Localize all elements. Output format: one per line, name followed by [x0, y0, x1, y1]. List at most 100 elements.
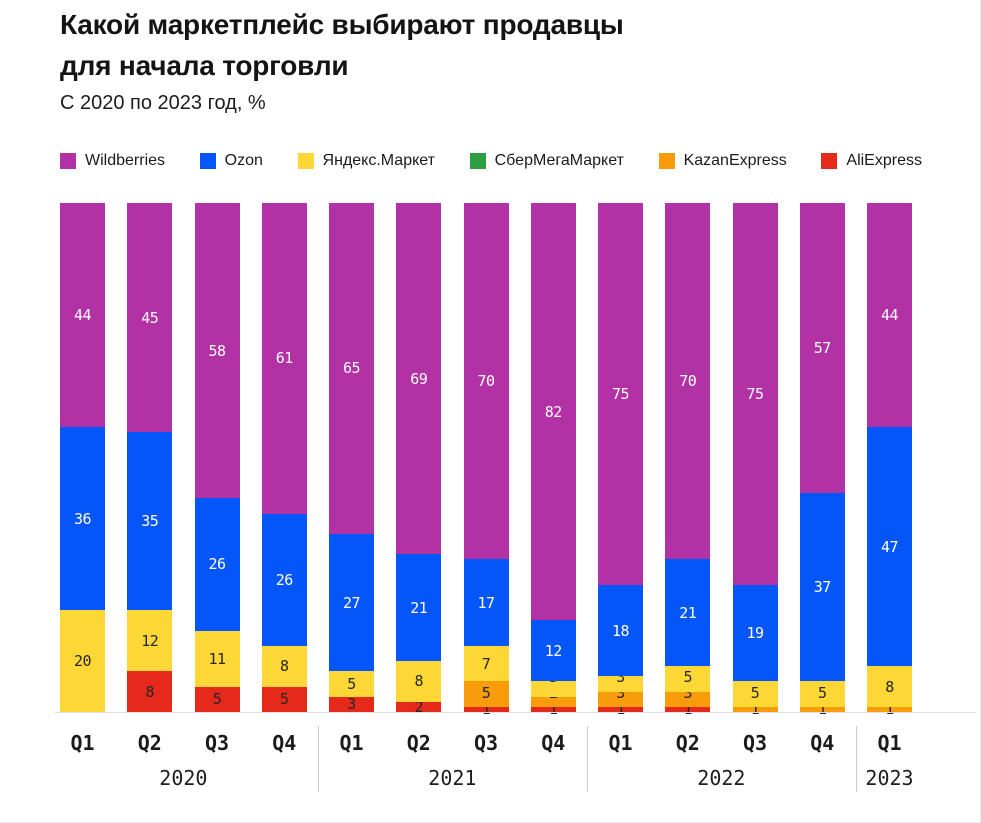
bar-segment-Ozon	[127, 432, 173, 611]
bar-segment-Яндекс.Маркет	[60, 610, 105, 712]
bar-segment-Яндекс.Маркет	[598, 676, 643, 692]
bar-Q4-3: 5 8 26 61	[261, 203, 307, 712]
bar-Q2-5: 2 8 21 69	[396, 203, 442, 716]
bar-segment-Ozon	[665, 559, 711, 667]
bar-segment-AliExpress	[194, 686, 240, 712]
bar-segment-Wildberries	[329, 203, 374, 534]
bar-segment-Яндекс.Маркет	[530, 681, 576, 697]
bar-segment-Ozon	[329, 533, 374, 672]
bar-Q4-7: 1231282	[530, 203, 576, 718]
bar-segment-Ozon	[60, 426, 105, 611]
bar-segment-Яндекс.Маркет	[329, 671, 374, 697]
bar-segment-Wildberries	[60, 203, 105, 427]
bar-segment-Wildberries	[463, 203, 509, 560]
legend-swatch-icon	[297, 153, 314, 169]
bar-segment-AliExpress	[598, 706, 643, 712]
legend-item: KazanExpress	[658, 152, 787, 170]
legend-label: KazanExpress	[683, 152, 787, 169]
bar-Q1-12: 1 8 47 44	[867, 203, 912, 718]
axis-year-label: 2021	[428, 766, 477, 790]
bar-segment-AliExpress	[530, 706, 576, 712]
bars-container: 20 36 44 8 12 35 45 5 11 26 58 5 8 26 61 3 5 27 65 2 8 21 69 1 5…	[60, 203, 912, 718]
legend-swatch-icon	[658, 153, 675, 169]
bar-segment-AliExpress	[329, 696, 374, 712]
legend: Wildberries Ozon Яндекс.Маркет СберМегаМарк…	[60, 152, 922, 170]
bar-Q3-6: 1 5 7 17 70	[463, 203, 509, 718]
legend-swatch-icon	[821, 153, 838, 169]
bar-segment-Wildberries	[665, 203, 711, 560]
legend-item: Ozon	[199, 152, 263, 170]
year-group-divider	[586, 726, 588, 792]
bar-segment-Яндекс.Маркет	[194, 630, 240, 687]
legend-swatch-icon	[60, 153, 76, 169]
bar-segment-Ozon	[799, 493, 845, 682]
legend-item: СберМегаМаркет	[469, 152, 624, 170]
legend-item: Wildberries	[60, 152, 165, 170]
bar-segment-AliExpress	[127, 671, 173, 712]
bar-segment-Wildberries	[732, 203, 778, 585]
bar-segment-AliExpress	[261, 686, 307, 712]
bar-segment-Яндекс.Маркет	[732, 681, 778, 707]
bar-segment-KazanExpress	[665, 691, 711, 707]
bar-segment-Ozon	[530, 620, 576, 682]
axis-quarter-label: Q1	[70, 731, 95, 755]
legend-label: Ozon	[224, 152, 263, 169]
bar-segment-Wildberries	[598, 203, 643, 585]
bar-segment-Wildberries	[799, 203, 845, 494]
axis-quarter-label: Q2	[137, 731, 162, 755]
bar-segment-KazanExpress	[732, 706, 778, 712]
axis-quarter-label: Q4	[272, 731, 297, 755]
bar-segment-Wildberries	[194, 203, 240, 499]
bar-segment-Wildberries	[127, 203, 173, 433]
bar-segment-KazanExpress	[799, 706, 845, 712]
bar-segment-Wildberries	[261, 203, 307, 514]
year-group-divider	[317, 726, 319, 792]
axis-year-label: 2023	[865, 766, 914, 790]
bar-segment-KazanExpress	[598, 691, 643, 707]
bar-segment-AliExpress	[463, 706, 509, 712]
year-group-divider	[855, 726, 857, 792]
axis-quarter-label: Q2	[675, 731, 700, 755]
axis-quarter-label: Q1	[608, 731, 633, 755]
bar-segment-Ozon	[598, 584, 643, 677]
axis-quarter-label: Q1	[339, 731, 364, 755]
bar-Q3-2: 5 11 26 58	[194, 203, 240, 712]
bar-Q4-11: 1 5 37 57	[799, 203, 845, 718]
axis-quarter-label: Q3	[742, 731, 768, 755]
bar-segment-AliExpress	[396, 701, 442, 712]
bar-segment-Яндекс.Маркет	[127, 610, 173, 672]
bar-segment-Яндекс.Маркет	[261, 645, 307, 687]
bar-Q2-1: 8 12 35 45	[127, 203, 173, 712]
legend-item: AliExpress	[821, 152, 922, 170]
chart-title: Какой маркетплейс выбирают продавцы для …	[60, 4, 624, 86]
bar-segment-Ozon	[261, 513, 307, 646]
chart-subtitle: С 2020 по 2023 год, %	[60, 92, 266, 114]
bar-segment-Яндекс.Маркет	[867, 666, 912, 707]
axis-quarter-label: Q3	[473, 731, 499, 755]
bar-segment-Wildberries	[396, 203, 442, 555]
bar-segment-Ozon	[194, 498, 240, 631]
axis-year-label: 2022	[697, 766, 746, 790]
bar-Q1-8: 1 3 3 18 75	[598, 203, 643, 718]
chart-title-line1: Какой маркетплейс выбирают продавцы	[60, 9, 624, 40]
bar-segment-Wildberries	[530, 203, 576, 621]
legend-label: СберМегаМаркет	[494, 152, 624, 169]
legend-label: Wildberries	[85, 152, 166, 169]
chart-title-line2: для начала торговли	[60, 50, 349, 81]
x-axis-baseline	[55, 712, 975, 713]
bar-Q3-10: 1 5 19 75	[732, 203, 778, 718]
legend-label: Яндекс.Маркет	[322, 152, 435, 169]
bar-segment-KazanExpress	[463, 681, 509, 707]
bar-segment-KazanExpress	[867, 706, 912, 712]
bar-segment-Ozon	[732, 584, 778, 682]
legend-label: AliExpress	[846, 152, 922, 169]
bar-segment-Ozon	[463, 559, 509, 646]
bar-segment-Яндекс.Маркет	[396, 661, 442, 702]
bar-segment-Яндекс.Маркет	[665, 666, 711, 692]
bar-segment-Ozon	[396, 554, 442, 662]
legend-item: Яндекс.Маркет	[297, 152, 435, 170]
bar-Q1-0: 20 36 44	[60, 203, 105, 712]
axis-quarter-label: Q2	[406, 731, 431, 755]
